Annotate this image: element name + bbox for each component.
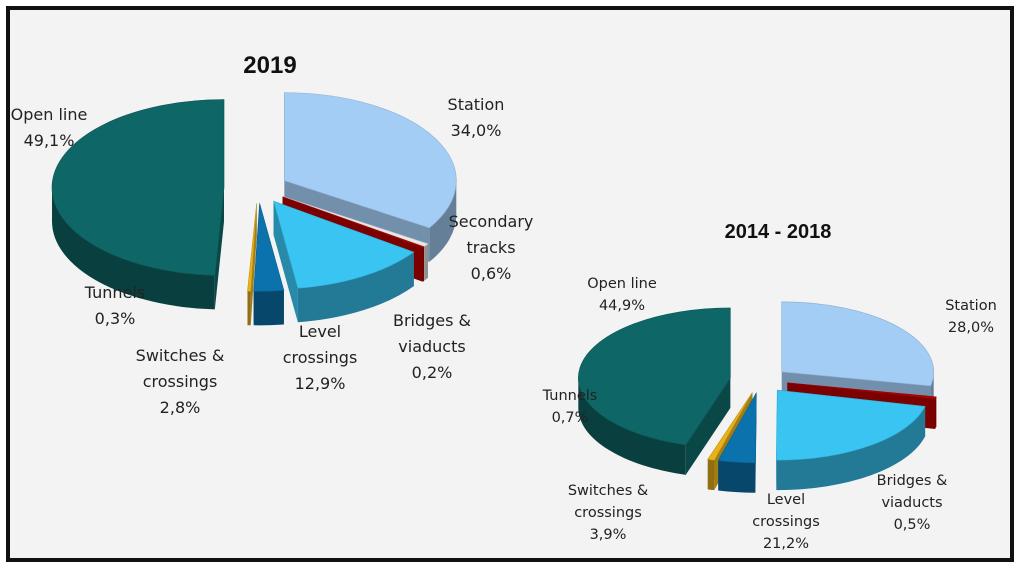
slice-top-switches-and-crossings bbox=[717, 392, 757, 464]
chart-title-2014-2018: 2014 - 2018 bbox=[725, 221, 832, 243]
label-line: Switches & bbox=[136, 346, 225, 365]
label-level-crossings: Level crossings 21,2% bbox=[752, 492, 820, 552]
slice-side-switches-and-crossings bbox=[253, 290, 284, 326]
slice-switches-and-crossings bbox=[717, 392, 757, 493]
slice-top-level-crossings bbox=[273, 200, 415, 289]
label-line: crossings bbox=[283, 348, 358, 367]
label-line: 3,9% bbox=[590, 527, 627, 543]
slice-wall-end-level-crossings bbox=[273, 201, 298, 323]
slice-level-crossings bbox=[273, 200, 415, 323]
slice-side-tunnels bbox=[247, 291, 251, 326]
label-line: 0,2% bbox=[412, 363, 453, 382]
slice-side-open-line bbox=[52, 187, 215, 310]
label-line: 0,5% bbox=[894, 517, 931, 533]
label-station: Station 28,0% bbox=[945, 298, 997, 336]
label-switches-and-crossings: Switches & crossings 2,8% bbox=[136, 346, 225, 417]
slice-open-line bbox=[578, 307, 731, 475]
label-line: Bridges & bbox=[393, 311, 471, 330]
slice-side-level-crossings bbox=[297, 252, 414, 323]
label-line: viaducts bbox=[881, 495, 942, 511]
slice-switches-and-crossings bbox=[253, 203, 285, 326]
slice-top-secondary-tracks bbox=[282, 196, 429, 247]
label-line: 44,9% bbox=[599, 298, 645, 314]
label-line: 34,0% bbox=[451, 121, 502, 140]
label-secondary-tracks: Secondary tracks 0,6% bbox=[449, 212, 534, 283]
label-line: 12,9% bbox=[295, 374, 346, 393]
label-line: 21,2% bbox=[763, 536, 809, 552]
label-line: Tunnels bbox=[542, 388, 598, 404]
label-line: Level bbox=[767, 492, 805, 508]
slice-wall-start-open-line bbox=[685, 377, 731, 475]
slice-side-bridges-and-viaducts bbox=[422, 246, 424, 282]
label-open-line: Open line 49,1% bbox=[11, 105, 88, 150]
slice-top-station bbox=[781, 301, 934, 387]
label-line: 0,6% bbox=[471, 264, 512, 283]
label-tunnels: Tunnels 0,3% bbox=[84, 283, 145, 328]
slice-top-open-line bbox=[578, 307, 731, 446]
label-level-crossings: Level crossings 12,9% bbox=[283, 322, 358, 393]
label-line: Secondary bbox=[449, 212, 534, 231]
label-line: crossings bbox=[574, 505, 642, 521]
label-line: viaducts bbox=[398, 337, 465, 356]
label-line: Open line bbox=[587, 276, 657, 292]
slice-top-bridges-and-viaducts bbox=[787, 382, 937, 400]
label-line: crossings bbox=[143, 372, 218, 391]
label-line: Station bbox=[945, 298, 997, 314]
slice-top-tunnels bbox=[247, 203, 257, 292]
slice-side-bridges-and-viaducts bbox=[935, 396, 937, 430]
slice-side-switches-and-crossings bbox=[718, 460, 756, 493]
label-line: 2,8% bbox=[160, 398, 201, 417]
label-line: tracks bbox=[466, 238, 515, 257]
label-line: 28,0% bbox=[948, 320, 994, 336]
label-open-line: Open line 44,9% bbox=[587, 276, 657, 314]
slice-side-secondary-tracks bbox=[424, 243, 429, 281]
label-line: Station bbox=[448, 95, 505, 114]
chart-title-2019: 2019 bbox=[243, 52, 296, 79]
label-tunnels: Tunnels 0,7% bbox=[542, 388, 598, 426]
label-line: crossings bbox=[752, 514, 820, 530]
slice-top-open-line bbox=[51, 99, 225, 276]
slice-top-station bbox=[284, 92, 457, 229]
slice-side-tunnels bbox=[707, 459, 715, 491]
pie-chart-2019: 2019 Station 34,0% Secondary tracks 0,6% Brid… bbox=[11, 52, 534, 417]
label-line: Open line bbox=[11, 105, 88, 124]
slice-side-station bbox=[429, 180, 457, 262]
label-bridges-and-viaducts: Bridges & viaducts 0,2% bbox=[393, 311, 471, 382]
slice-top-switches-and-crossings bbox=[253, 203, 285, 292]
slice-wall-start-open-line bbox=[214, 187, 225, 310]
slice-open-line bbox=[51, 99, 225, 310]
slice-tunnels bbox=[247, 203, 257, 326]
slice-side-open-line bbox=[578, 377, 686, 475]
slice-top-tunnels bbox=[707, 392, 753, 461]
slice-top-level-crossings bbox=[776, 389, 926, 461]
label-line: 0,7% bbox=[552, 410, 589, 426]
label-station: Station 34,0% bbox=[448, 95, 505, 140]
pie-chart-2014-2018: 2014 - 2018 Station 28,0% Bridges & viaduct… bbox=[542, 221, 997, 552]
label-line: Switches & bbox=[568, 483, 648, 499]
label-switches-and-crossings: Switches & crossings 3,9% bbox=[568, 483, 648, 543]
label-line: 0,3% bbox=[95, 309, 136, 328]
label-line: 49,1% bbox=[24, 131, 75, 150]
label-line: Level bbox=[299, 322, 341, 341]
slice-top-bridges-and-viaducts bbox=[282, 196, 425, 249]
label-line: Bridges & bbox=[877, 473, 948, 489]
label-bridges-and-viaducts: Bridges & viaducts 0,5% bbox=[877, 473, 948, 533]
slice-level-crossings bbox=[776, 389, 926, 491]
slice-side-level-crossings bbox=[776, 406, 926, 491]
label-line: Tunnels bbox=[84, 283, 145, 302]
